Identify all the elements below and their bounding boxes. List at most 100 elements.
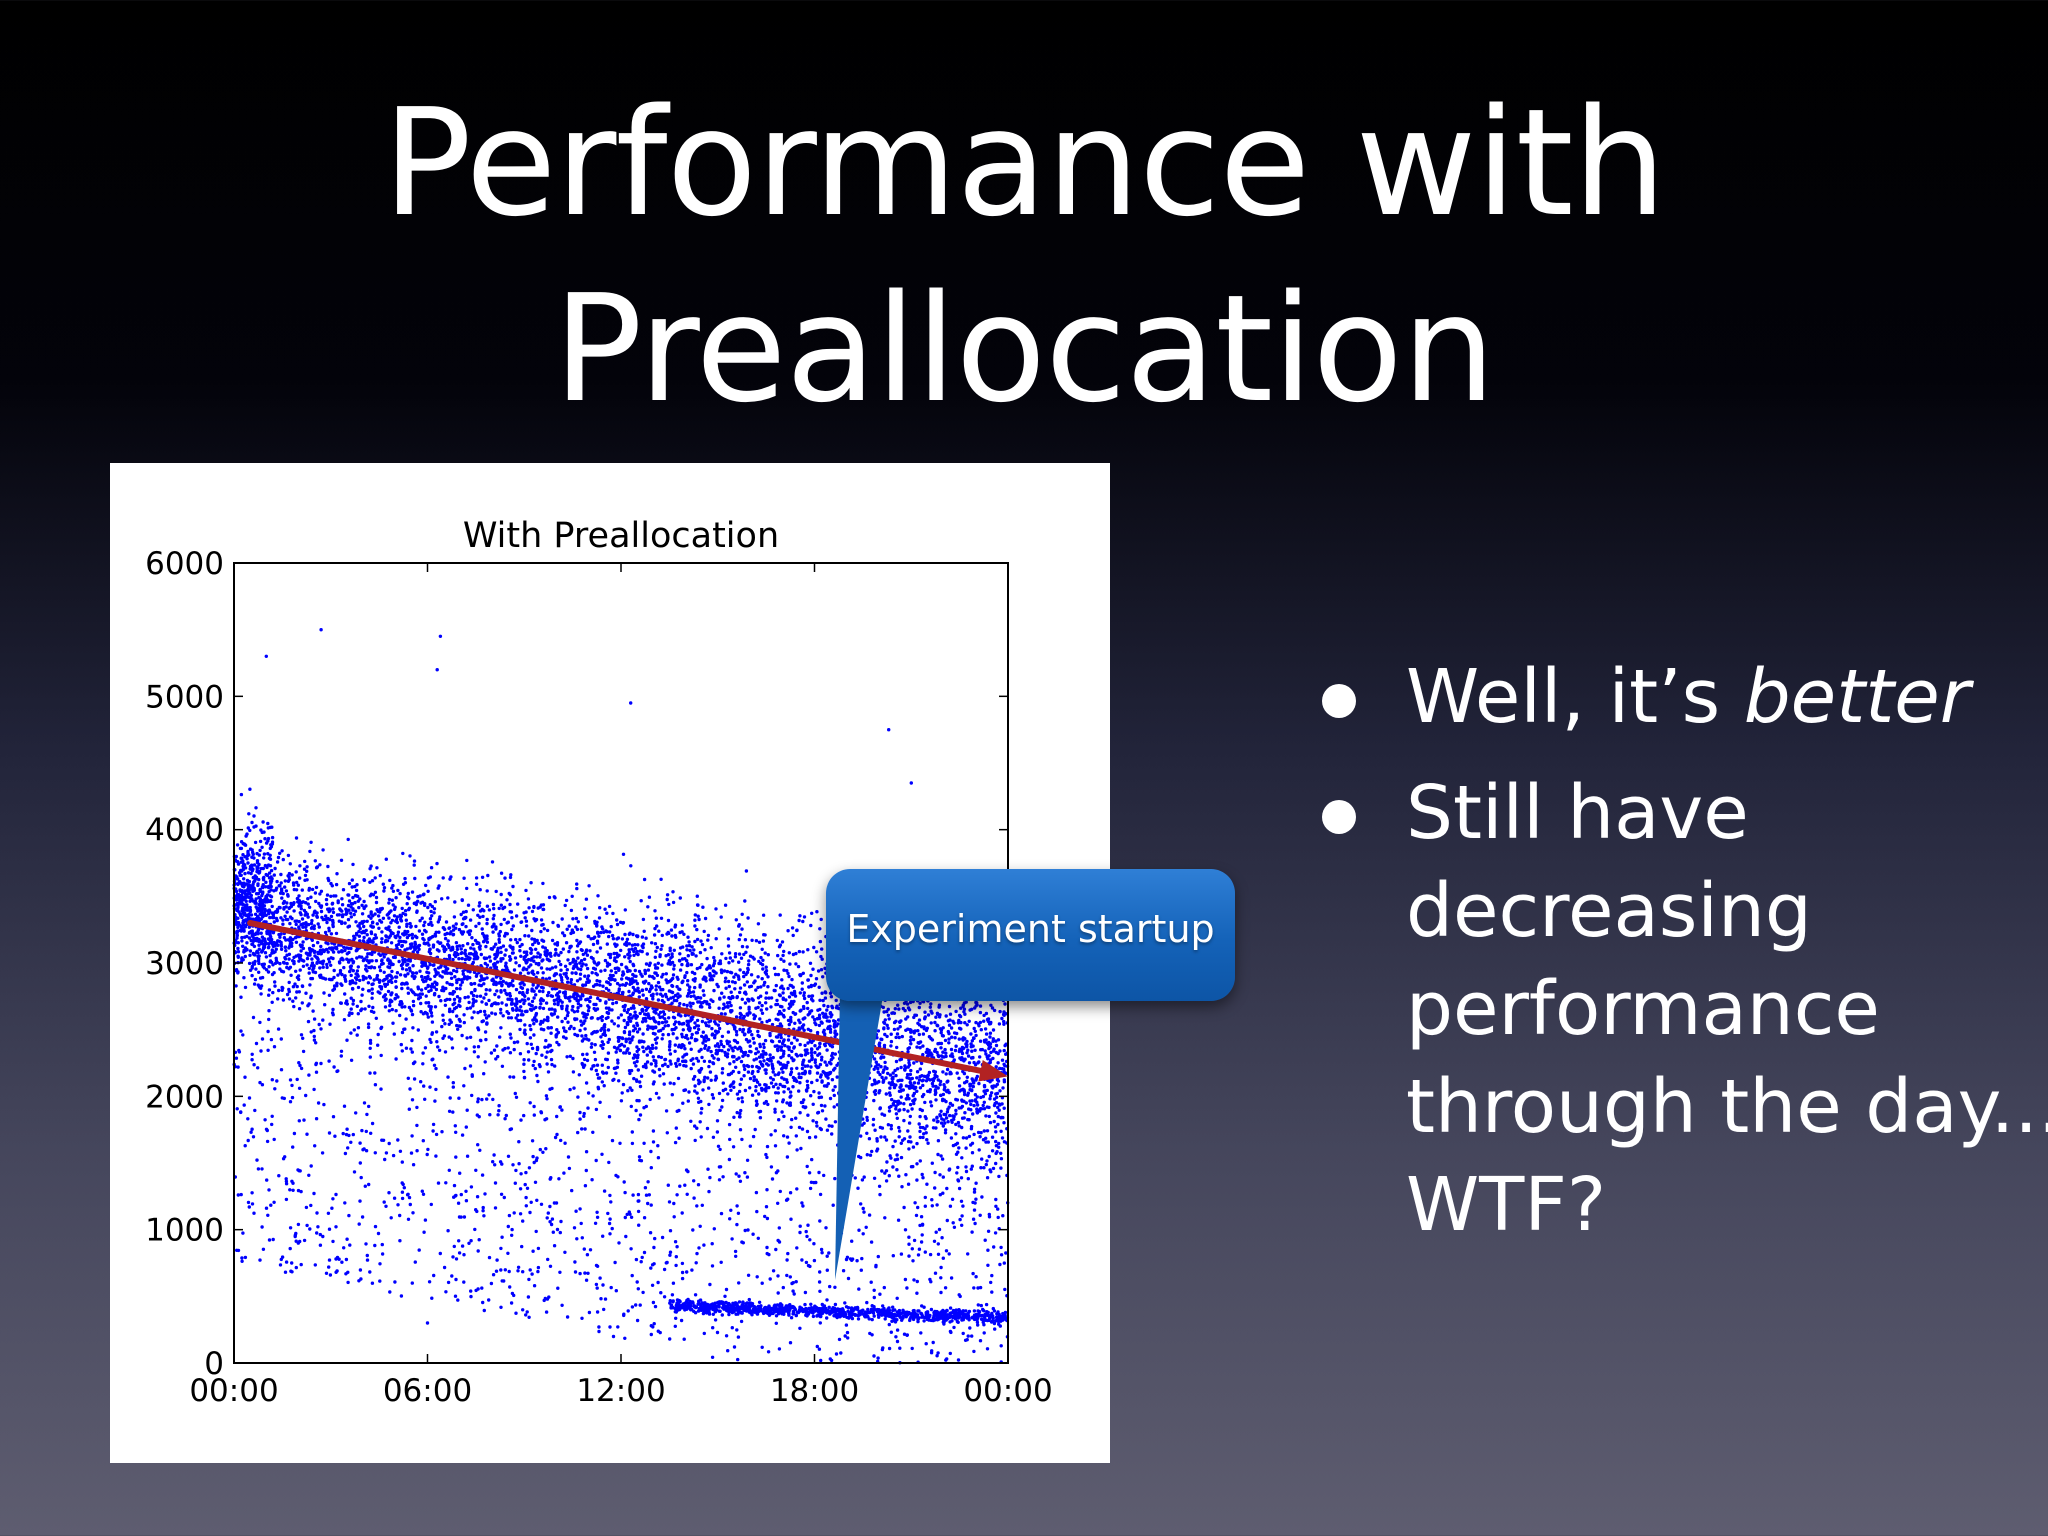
scatter-point (785, 1135, 790, 1139)
scatter-point (577, 1073, 581, 1077)
scatter-point (428, 977, 432, 981)
scatter-point (859, 1202, 863, 1206)
scatter-point (391, 1021, 395, 1025)
scatter-point (550, 987, 555, 991)
scatter-point (284, 1177, 288, 1181)
scatter-point (497, 1104, 501, 1108)
scatter-point (916, 1029, 920, 1033)
scatter-point (947, 1037, 951, 1041)
scatter-point (738, 933, 743, 937)
scatter-point (693, 1021, 697, 1025)
scatter-point (322, 1102, 326, 1107)
scatter-point (550, 1062, 554, 1067)
scatter-point (789, 1041, 794, 1045)
scatter-point (776, 1086, 780, 1090)
scatter-point (984, 1114, 988, 1118)
scatter-point (752, 1041, 756, 1045)
scatter-point (411, 1026, 415, 1030)
scatter-point (958, 1089, 962, 1093)
scatter-point (350, 885, 354, 889)
scatter-point (639, 1260, 643, 1264)
scatter-point (692, 1196, 696, 1200)
scatter-point (723, 903, 728, 907)
scatter-point (696, 1027, 701, 1032)
scatter-point (447, 1009, 452, 1014)
scatter-point (740, 997, 744, 1001)
scatter-point (478, 888, 482, 892)
scatter-point (510, 1233, 514, 1237)
scatter-point (383, 1157, 387, 1162)
scatter-point (978, 1285, 983, 1290)
slide-title-line-1: Performance with (382, 77, 1667, 249)
scatter-point (795, 928, 799, 933)
scatter-point (286, 853, 291, 858)
scatter-point (705, 967, 709, 971)
scatter-point (921, 1032, 926, 1036)
scatter-point (728, 1084, 732, 1088)
scatter-point (514, 961, 518, 965)
scatter-point (654, 949, 658, 953)
scatter-point (980, 1157, 984, 1161)
scatter-point (756, 1069, 760, 1074)
scatter-point (278, 906, 282, 910)
scatter-point (663, 1062, 667, 1066)
scatter-point (355, 1004, 359, 1008)
scatter-point (404, 918, 408, 922)
scatter-point (376, 1032, 380, 1037)
scatter-point (355, 969, 360, 973)
scatter-point (923, 1010, 927, 1014)
scatter-point (954, 1044, 958, 1048)
scatter-point (499, 871, 504, 875)
scatter-point (712, 955, 716, 960)
scatter-point (871, 1123, 875, 1127)
scatter-point (984, 1162, 988, 1167)
scatter-point (312, 950, 317, 954)
scatter-point (769, 1165, 774, 1169)
scatter-point (668, 948, 672, 953)
scatter-point (957, 1084, 962, 1088)
scatter-point (503, 1117, 507, 1121)
scatter-point (680, 962, 684, 967)
scatter-point (656, 1144, 660, 1148)
scatter-point (627, 1051, 632, 1055)
scatter-point (761, 958, 765, 962)
scatter-point (968, 1088, 972, 1092)
scatter-point (916, 1253, 921, 1257)
scatter-point (524, 950, 529, 954)
scatter-point (343, 948, 347, 953)
scatter-point (616, 953, 620, 957)
scatter-point (614, 1050, 618, 1054)
scatter-point (598, 1100, 602, 1104)
scatter-point (623, 932, 627, 937)
scatter-point (571, 1004, 575, 1009)
scatter-point (825, 1254, 829, 1258)
scatter-point (448, 991, 452, 996)
scatter-point (316, 1225, 320, 1229)
scatter-point (566, 958, 570, 962)
scatter-point (619, 962, 624, 967)
scatter-point (482, 982, 486, 986)
scatter-point (971, 1217, 976, 1221)
scatter-point (379, 1087, 383, 1091)
scatter-point (330, 1206, 334, 1210)
scatter-point (549, 994, 553, 998)
scatter-point (751, 1134, 756, 1139)
scatter-point (468, 1035, 473, 1039)
scatter-point (918, 1135, 922, 1140)
scatter-point (721, 1175, 725, 1179)
scatter-point (911, 1145, 916, 1149)
scatter-point (466, 995, 470, 999)
scatter-point (820, 1021, 824, 1025)
scatter-point (972, 1026, 976, 1031)
scatter-point (950, 1035, 954, 1039)
scatter-point (302, 1238, 307, 1243)
scatter-point (285, 953, 289, 957)
scatter-point (543, 1118, 547, 1122)
scatter-point (662, 1295, 667, 1299)
scatter-point (653, 1037, 658, 1042)
scatter-point (1002, 1121, 1006, 1125)
scatter-point (582, 1111, 586, 1116)
scatter-point (312, 1017, 317, 1021)
scatter-point (731, 1145, 736, 1149)
